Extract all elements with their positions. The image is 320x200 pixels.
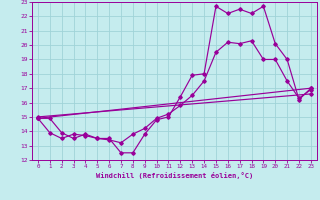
X-axis label: Windchill (Refroidissement éolien,°C): Windchill (Refroidissement éolien,°C) bbox=[96, 172, 253, 179]
